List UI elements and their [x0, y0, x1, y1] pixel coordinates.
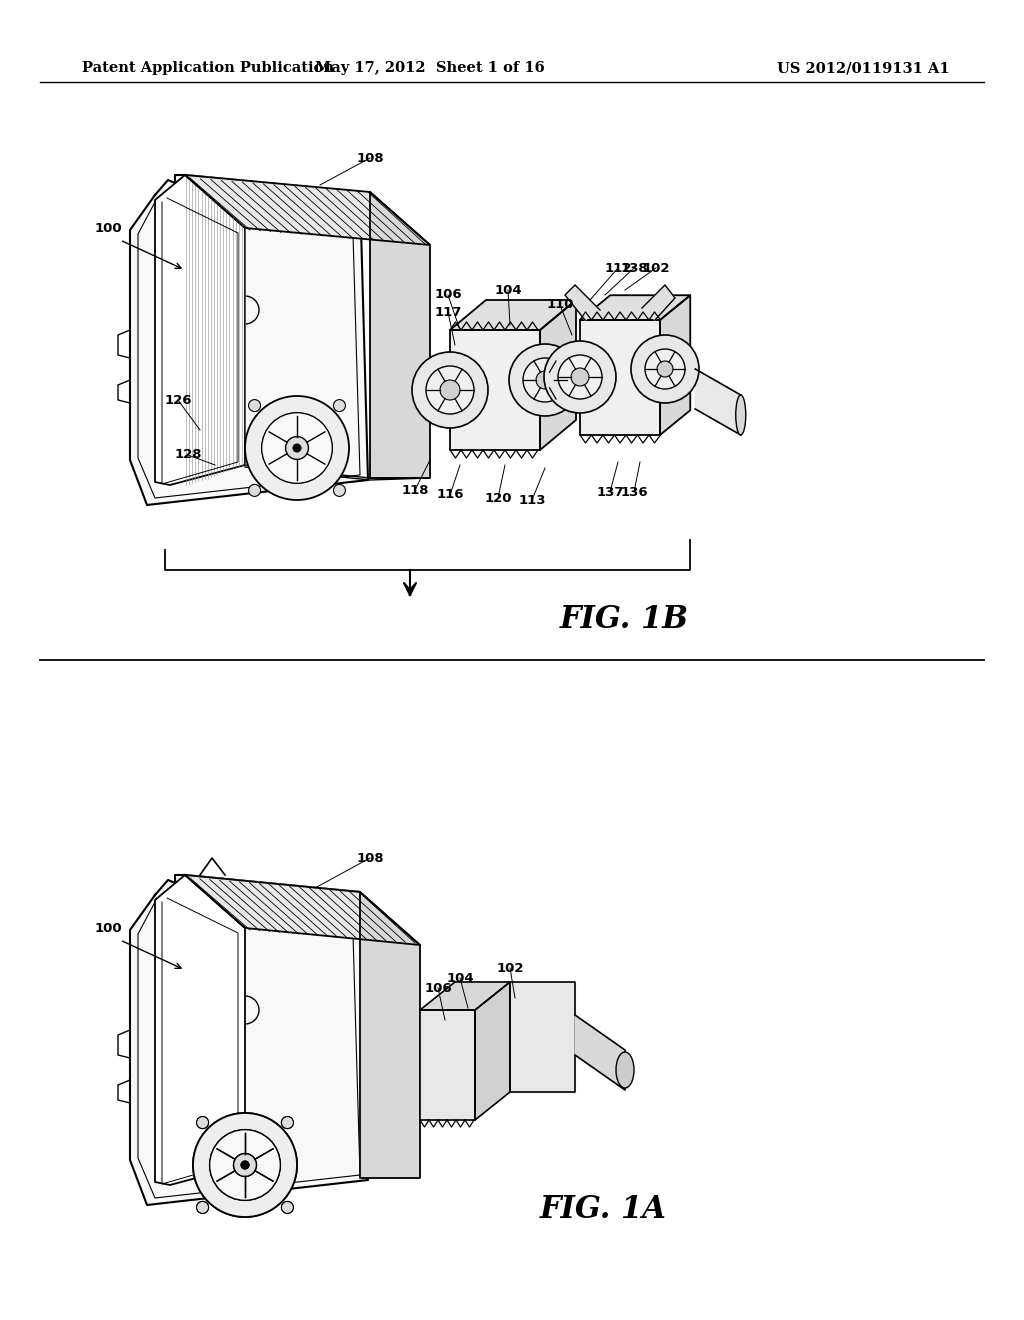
Polygon shape [565, 285, 600, 319]
Polygon shape [360, 892, 420, 1177]
Circle shape [536, 371, 554, 389]
Circle shape [241, 1160, 249, 1170]
Text: May 17, 2012  Sheet 1 of 16: May 17, 2012 Sheet 1 of 16 [315, 61, 545, 75]
Text: 116: 116 [436, 488, 464, 502]
Text: 104: 104 [446, 972, 474, 985]
Polygon shape [130, 875, 368, 1205]
Text: 108: 108 [356, 152, 384, 165]
Polygon shape [155, 176, 245, 484]
Circle shape [412, 352, 488, 428]
Circle shape [282, 1201, 294, 1213]
Text: 118: 118 [401, 483, 429, 496]
Circle shape [334, 484, 345, 496]
Circle shape [197, 1201, 209, 1213]
Text: 117: 117 [434, 305, 462, 318]
Circle shape [193, 1113, 297, 1217]
Polygon shape [575, 1015, 625, 1090]
Text: 100: 100 [94, 222, 122, 235]
Text: 128: 128 [174, 449, 202, 462]
Text: 102: 102 [642, 261, 670, 275]
Circle shape [571, 368, 589, 385]
Polygon shape [475, 982, 510, 1119]
Circle shape [657, 360, 673, 378]
Text: US 2012/0119131 A1: US 2012/0119131 A1 [777, 61, 950, 75]
Text: 108: 108 [356, 851, 384, 865]
Circle shape [245, 396, 349, 500]
Text: 104: 104 [495, 284, 522, 297]
Polygon shape [695, 370, 740, 436]
Circle shape [334, 400, 345, 412]
Polygon shape [370, 191, 430, 478]
Circle shape [197, 1201, 209, 1213]
Text: 126: 126 [164, 393, 191, 407]
Circle shape [249, 400, 260, 412]
Polygon shape [580, 319, 660, 436]
Text: 136: 136 [621, 486, 648, 499]
Circle shape [210, 1130, 281, 1200]
Circle shape [293, 444, 301, 453]
Circle shape [249, 484, 260, 496]
Circle shape [197, 1117, 209, 1129]
Circle shape [440, 380, 460, 400]
Ellipse shape [736, 395, 745, 436]
Text: FIG. 1A: FIG. 1A [540, 1195, 667, 1225]
Polygon shape [155, 875, 245, 1185]
Text: 138: 138 [621, 261, 648, 275]
Text: 120: 120 [484, 491, 512, 504]
Circle shape [210, 1130, 281, 1200]
Circle shape [509, 345, 581, 416]
Circle shape [631, 335, 699, 403]
Circle shape [544, 341, 616, 413]
Polygon shape [420, 1010, 475, 1119]
Polygon shape [510, 982, 575, 1092]
Text: 102: 102 [497, 961, 523, 974]
Circle shape [282, 1201, 294, 1213]
Text: Patent Application Publication: Patent Application Publication [82, 61, 334, 75]
Circle shape [233, 1154, 256, 1176]
Circle shape [233, 1154, 256, 1176]
Polygon shape [660, 296, 690, 436]
Polygon shape [540, 300, 575, 450]
Text: 113: 113 [518, 494, 546, 507]
Text: 110: 110 [546, 298, 573, 312]
Text: 106: 106 [434, 289, 462, 301]
Circle shape [241, 1160, 249, 1170]
Circle shape [523, 358, 567, 403]
Circle shape [197, 1117, 209, 1129]
Text: 137: 137 [596, 486, 624, 499]
Circle shape [193, 1113, 297, 1217]
Polygon shape [185, 176, 430, 246]
Polygon shape [420, 982, 510, 1010]
Circle shape [282, 1117, 294, 1129]
Text: 112: 112 [604, 261, 632, 275]
Circle shape [286, 437, 308, 459]
Text: 106: 106 [424, 982, 452, 994]
Circle shape [262, 413, 333, 483]
Circle shape [558, 355, 602, 399]
Circle shape [282, 1117, 294, 1129]
Polygon shape [450, 330, 540, 450]
Text: FIG. 1B: FIG. 1B [560, 605, 689, 635]
Circle shape [426, 366, 474, 414]
Polygon shape [580, 296, 690, 319]
Text: 100: 100 [94, 921, 122, 935]
Circle shape [645, 348, 685, 389]
Polygon shape [642, 285, 675, 319]
Polygon shape [185, 875, 420, 945]
Polygon shape [130, 176, 368, 506]
Polygon shape [450, 300, 575, 330]
Ellipse shape [616, 1052, 634, 1088]
